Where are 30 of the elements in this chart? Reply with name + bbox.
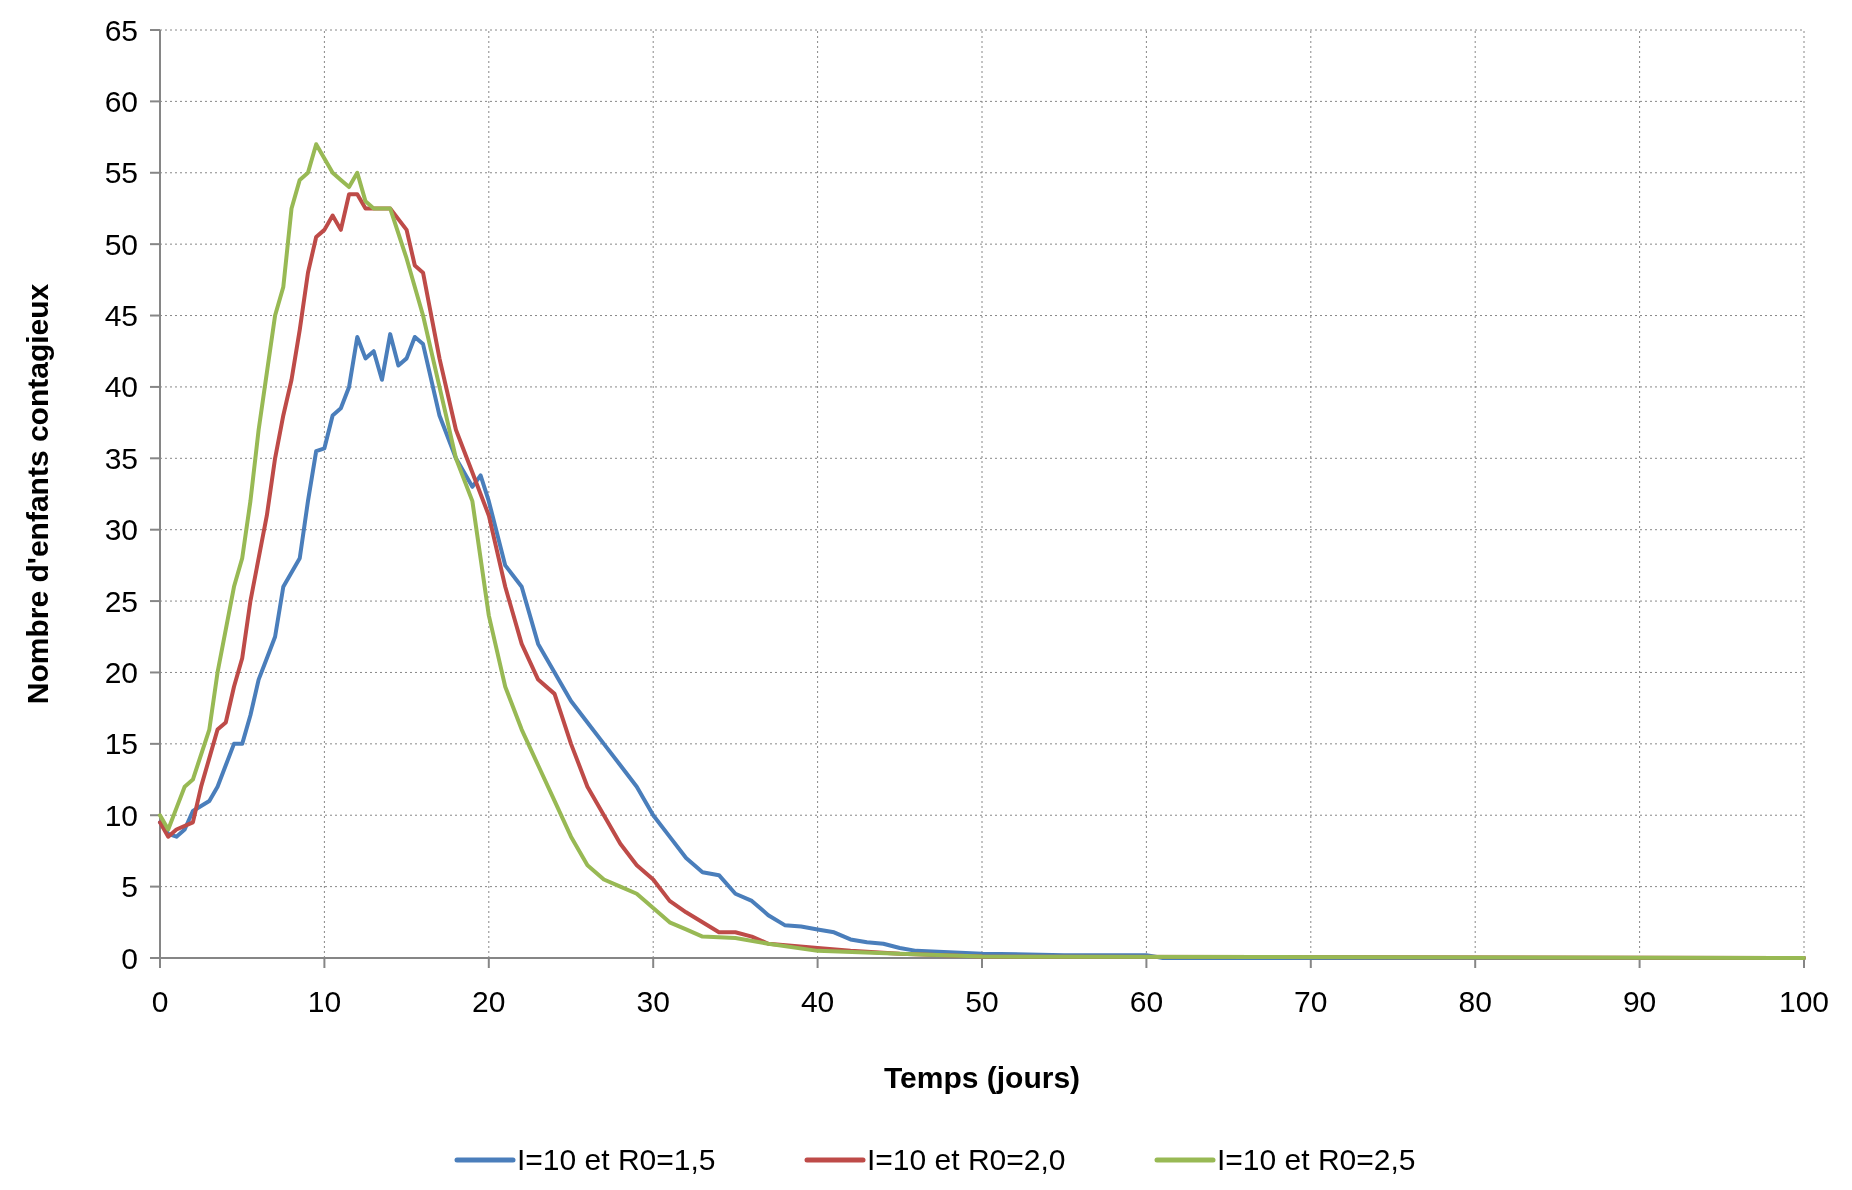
y-tick-label: 40 [104,370,138,404]
y-tick-label: 10 [104,798,138,832]
y-axis-title: Nombre d'enfants contagieux [21,283,54,705]
y-tick-label: 20 [104,655,138,689]
x-tick-label: 80 [1458,985,1492,1018]
x-tick-label: 60 [1129,985,1164,1018]
x-tick-label: 30 [636,985,670,1018]
x-tick-label: 20 [472,985,506,1018]
y-tick-label: 60 [104,84,138,118]
y-tick-label: 5 [121,870,138,904]
x-tick-label: 90 [1622,985,1657,1018]
x-axis-title: Temps (jours) [883,1061,1081,1094]
y-tick-label: 55 [104,156,138,190]
y-tick-label: 50 [104,227,138,261]
legend-label: I=10 et R0=2,0 [867,1143,1066,1176]
y-tick-label: 45 [104,299,138,333]
y-tick-label: 0 [121,941,138,975]
x-tick-label: 10 [307,985,342,1018]
x-tick-label: 100 [1778,985,1830,1018]
y-tick-label: 65 [104,13,138,47]
x-tick-label: 0 [151,985,169,1018]
y-tick-label: 25 [104,584,138,618]
y-tick-label: 35 [104,441,138,475]
y-tick-label: 30 [104,513,138,547]
x-tick-label: 70 [1294,985,1328,1018]
x-tick-label: 50 [965,985,999,1018]
y-tick-label: 15 [104,727,138,761]
x-tick-label: 40 [800,985,835,1018]
legend-label: I=10 et R0=1,5 [517,1143,716,1176]
legend-label: I=10 et R0=2,5 [1217,1143,1416,1176]
